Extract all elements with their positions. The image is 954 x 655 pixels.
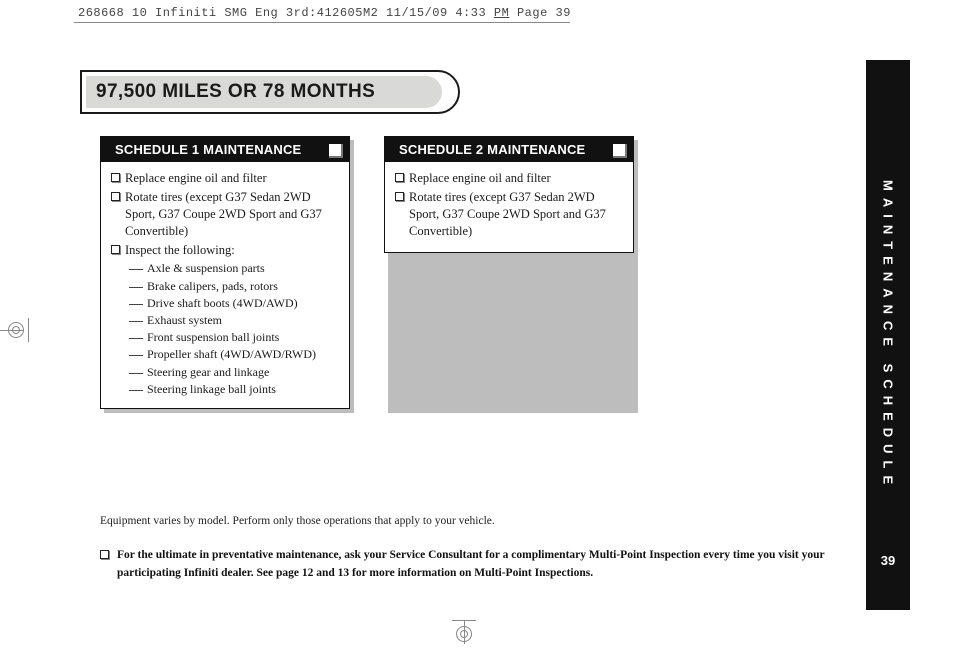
schedule-2-header: SCHEDULE 2 MAINTENANCE	[385, 137, 633, 162]
footer: Equipment varies by model. Perform only …	[100, 515, 830, 583]
item-text: Replace engine oil and filter	[125, 170, 339, 187]
sub-item: Propeller shaft (4WD/AWD/RWD)	[129, 346, 339, 362]
interval-title: 97,500 MILES OR 78 MONTHS	[96, 81, 375, 103]
checkbox-icon	[613, 144, 625, 156]
interval-title-pill: 97,500 MILES OR 78 MONTHS	[80, 70, 460, 114]
blank-line-icon	[129, 346, 143, 356]
section-tab-label: MAINTENANCE SCHEDULE	[881, 180, 896, 491]
proof-pm: PM	[494, 6, 509, 20]
page-content: 97,500 MILES OR 78 MONTHS SCHEDULE 1 MAI…	[80, 70, 886, 409]
blank-line-icon	[129, 295, 143, 305]
sub-item: Steering gear and linkage	[129, 364, 339, 380]
schedule-2-title: SCHEDULE 2 MAINTENANCE	[399, 142, 585, 157]
schedule-1-title: SCHEDULE 1 MAINTENANCE	[115, 142, 301, 157]
blank-line-icon	[129, 260, 143, 270]
sub-item: Axle & suspension parts	[129, 260, 339, 276]
list-item: Replace engine oil and filter	[395, 170, 623, 187]
item-text: Replace engine oil and filter	[409, 170, 623, 187]
schedule-2-box: SCHEDULE 2 MAINTENANCE Replace engine oi…	[384, 136, 634, 409]
blank-line-icon	[129, 381, 143, 391]
sub-text: Steering linkage ball joints	[147, 381, 339, 397]
schedule-boxes: SCHEDULE 1 MAINTENANCE Replace engine oi…	[80, 136, 886, 409]
list-item: Replace engine oil and filter	[111, 170, 339, 187]
sub-item: Exhaust system	[129, 312, 339, 328]
schedule-1-box: SCHEDULE 1 MAINTENANCE Replace engine oi…	[100, 136, 350, 409]
bullet-icon	[111, 192, 120, 201]
list-item: Rotate tires (except G37 Sedan 2WD Sport…	[111, 189, 339, 240]
schedule-1-header: SCHEDULE 1 MAINTENANCE	[101, 137, 349, 162]
blank-line-icon	[129, 312, 143, 322]
schedule-2-body: Replace engine oil and filter Rotate tir…	[385, 162, 633, 252]
sub-text: Front suspension ball joints	[147, 329, 339, 345]
list-item: Inspect the following:	[111, 242, 339, 259]
sub-item: Front suspension ball joints	[129, 329, 339, 345]
blank-line-icon	[129, 329, 143, 339]
sub-text: Axle & suspension parts	[147, 260, 339, 276]
list-item: Rotate tires (except G37 Sedan 2WD Sport…	[395, 189, 623, 240]
sub-text: Drive shaft boots (4WD/AWD)	[147, 295, 339, 311]
checkbox-icon	[329, 144, 341, 156]
schedule-1-body: Replace engine oil and filter Rotate tir…	[101, 162, 349, 408]
section-tab: MAINTENANCE SCHEDULE 39	[866, 60, 910, 610]
sub-text: Exhaust system	[147, 312, 339, 328]
blank-line-icon	[129, 278, 143, 288]
proof-rule	[74, 22, 570, 23]
bullet-icon	[100, 550, 109, 559]
blank-line-icon	[129, 364, 143, 374]
sub-item: Steering linkage ball joints	[129, 381, 339, 397]
page-number: 39	[881, 553, 895, 568]
item-text: Rotate tires (except G37 Sedan 2WD Sport…	[409, 189, 623, 240]
item-text: Rotate tires (except G37 Sedan 2WD Sport…	[125, 189, 339, 240]
sub-text: Propeller shaft (4WD/AWD/RWD)	[147, 346, 339, 362]
proof-line-1: 268668 10 Infiniti SMG Eng 3rd:412605M2 …	[78, 6, 494, 20]
sub-item: Drive shaft boots (4WD/AWD)	[129, 295, 339, 311]
inspect-sublist: Axle & suspension parts Brake calipers, …	[111, 260, 339, 397]
sub-text: Steering gear and linkage	[147, 364, 339, 380]
bullet-icon	[111, 245, 120, 254]
bullet-icon	[395, 192, 404, 201]
sub-text: Brake calipers, pads, rotors	[147, 278, 339, 294]
sub-item: Brake calipers, pads, rotors	[129, 278, 339, 294]
proof-header: 268668 10 Infiniti SMG Eng 3rd:412605M2 …	[78, 6, 571, 20]
proof-page: Page 39	[509, 6, 571, 20]
bullet-icon	[395, 173, 404, 182]
equipment-note: Equipment varies by model. Perform only …	[100, 515, 830, 527]
mpi-note-row: For the ultimate in preventative mainten…	[100, 547, 830, 583]
item-text: Inspect the following:	[125, 242, 339, 259]
mpi-note: For the ultimate in preventative mainten…	[117, 547, 830, 583]
bullet-icon	[111, 173, 120, 182]
